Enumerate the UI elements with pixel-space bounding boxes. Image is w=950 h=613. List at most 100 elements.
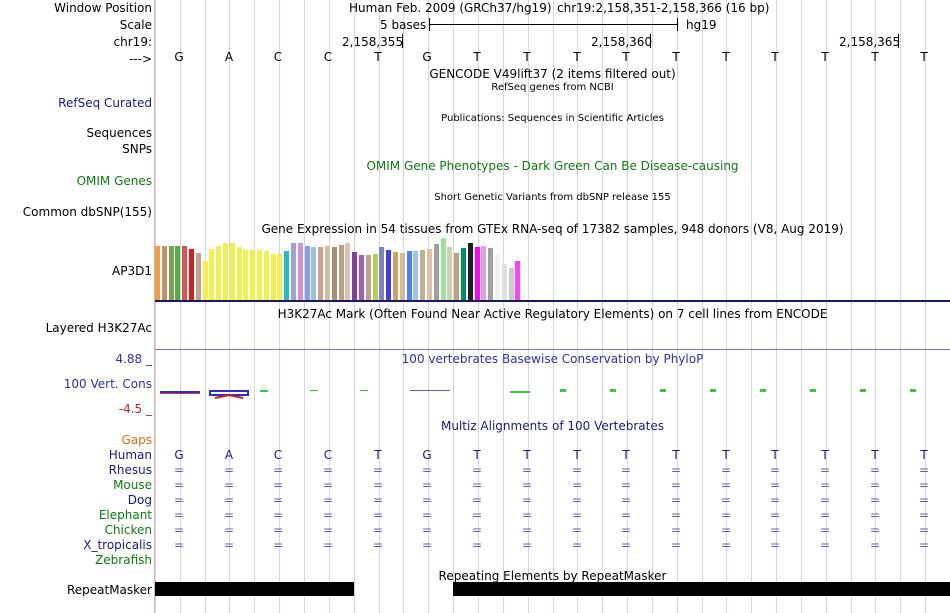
gtex-tissue-bar[interactable] (338, 245, 344, 300)
strand-label[interactable]: ---> (128, 52, 152, 66)
repeat-block[interactable] (453, 582, 950, 596)
gencode-title[interactable]: GENCODE V49lift37 (2 items filtered out) (429, 67, 676, 81)
repeat-block[interactable] (155, 582, 354, 596)
cons-label[interactable]: 100 Vert. Cons (63, 377, 152, 391)
cons-bar-pos (360, 390, 368, 391)
gaps-label[interactable]: Gaps (121, 433, 152, 447)
gtex-tissue-bar[interactable] (495, 254, 500, 300)
gtex-tissue-bar[interactable] (277, 254, 283, 300)
grid-line (801, 0, 802, 613)
gtex-tissue-bar[interactable] (155, 246, 160, 300)
gtex-tissue-bar[interactable] (291, 243, 296, 300)
gtex-tissue-bar[interactable] (182, 246, 188, 300)
gtex-tissue-bar[interactable] (311, 247, 317, 300)
gtex-tissue-bar[interactable] (223, 243, 228, 300)
omim-title[interactable]: OMIM Gene Phenotypes - Dark Green Can Be… (366, 159, 739, 173)
gtex-tissue-bar[interactable] (257, 250, 262, 300)
gtex-tissue-bar[interactable] (189, 249, 194, 300)
gtex-tissue-bar[interactable] (365, 255, 371, 300)
gtex-tissue-bar[interactable] (263, 251, 269, 300)
gtex-tissue-bar[interactable] (413, 251, 419, 300)
gtex-tissue-bar[interactable] (243, 250, 249, 300)
gtex-tissue-bar[interactable] (515, 261, 521, 300)
gtex-tissue-bar[interactable] (440, 238, 446, 300)
species-label[interactable]: X_tropicalis (83, 538, 152, 552)
cons-plot[interactable] (155, 384, 950, 404)
species-label[interactable]: Rhesus (108, 463, 152, 477)
repeat-label[interactable]: RepeatMasker (66, 583, 152, 597)
multiz-title[interactable]: Multiz Alignments of 100 Vertebrates (440, 419, 665, 433)
gtex-tissue-bar[interactable] (474, 247, 480, 300)
gtex-tissue-bar[interactable] (447, 247, 453, 300)
gtex-tissue-bar[interactable] (284, 251, 290, 300)
species-label[interactable]: Zebrafish (95, 553, 152, 567)
cons-bar-pos (860, 389, 866, 392)
gtex-tissue-bar[interactable] (297, 243, 303, 300)
align-match: = (819, 523, 831, 537)
gtex-tissue-bar[interactable] (488, 248, 494, 300)
gtex-tissue-bar[interactable] (229, 243, 235, 300)
refseq-label[interactable]: RefSeq Curated (58, 96, 152, 110)
base-letter: T (871, 50, 879, 64)
gtex-tissue-bar[interactable] (399, 253, 405, 300)
refseq-title[interactable]: RefSeq genes from NCBI (491, 82, 614, 93)
snps-label[interactable]: SNPs (122, 142, 152, 156)
cons-title[interactable]: 100 vertebrates Basewise Conservation by… (401, 352, 704, 366)
dbsnp-title[interactable]: Short Genetic Variants from dbSNP releas… (434, 192, 671, 203)
gtex-bar-chart[interactable] (155, 236, 555, 300)
gtex-tissue-bar[interactable] (454, 253, 460, 300)
pubs-title[interactable]: Publications: Sequences in Scientific Ar… (441, 113, 664, 124)
coord-1: 2,158,355 (342, 35, 404, 49)
gtex-tissue-bar[interactable] (345, 243, 351, 300)
gtex-tissue-bar[interactable] (250, 250, 256, 300)
position-text: chr19:2,158,351-2,158,366 (16 bp) (557, 1, 770, 15)
gtex-title[interactable]: Gene Expression in 54 tissues from GTEx … (261, 222, 844, 236)
gtex-tissue-bar[interactable] (393, 252, 398, 300)
gtex-tissue-bar[interactable] (325, 246, 330, 300)
gtex-tissue-bar[interactable] (352, 252, 358, 300)
gtex-tissue-bar[interactable] (508, 268, 514, 300)
omim-label[interactable]: OMIM Genes (76, 174, 152, 188)
h3k27ac-title[interactable]: H3K27Ac Mark (Often Found Near Active Re… (277, 307, 828, 321)
species-label[interactable]: Mouse (113, 478, 152, 492)
gtex-tissue-bar[interactable] (209, 249, 215, 300)
gtex-tissue-bar[interactable] (427, 249, 432, 300)
gtex-tissue-bar[interactable] (168, 246, 174, 300)
gtex-tissue-bar[interactable] (379, 247, 385, 300)
gtex-gene-label[interactable]: AP3D1 (112, 264, 152, 278)
gtex-tissue-bar[interactable] (406, 251, 412, 300)
grid-line (379, 0, 380, 613)
species-label[interactable]: Chicken (104, 523, 152, 537)
gtex-tissue-bar[interactable] (467, 243, 473, 300)
gtex-tissue-bar[interactable] (202, 261, 208, 300)
gtex-tissue-bar[interactable] (318, 247, 324, 300)
gtex-tissue-bar[interactable] (175, 246, 181, 300)
gtex-tissue-bar[interactable] (501, 264, 507, 300)
species-label[interactable]: Human (108, 448, 152, 462)
sequences-label[interactable]: Sequences (86, 126, 152, 140)
species-label[interactable]: Dog (127, 493, 152, 507)
assembly-title[interactable]: Human Feb. 2009 (GRCh37/hg19) (349, 1, 552, 15)
gtex-tissue-bar[interactable] (216, 246, 222, 300)
gtex-tissue-bar[interactable] (236, 247, 242, 300)
gtex-tissue-bar[interactable] (461, 248, 466, 300)
gtex-tissue-bar[interactable] (331, 247, 337, 300)
gtex-tissue-bar[interactable] (359, 255, 364, 300)
cons-bar-pos (260, 390, 268, 392)
h3k27ac-label[interactable]: Layered H3K27Ac (45, 321, 152, 335)
gtex-tissue-bar[interactable] (420, 250, 426, 300)
base-letter: C (273, 50, 283, 64)
gtex-tissue-bar[interactable] (372, 254, 378, 300)
gtex-tissue-bar[interactable] (304, 246, 310, 300)
align-match: = (720, 523, 732, 537)
species-label[interactable]: Elephant (98, 508, 152, 522)
gtex-tissue-bar[interactable] (433, 244, 439, 300)
gtex-tissue-bar[interactable] (481, 246, 487, 300)
repeat-title[interactable]: Repeating Elements by RepeatMasker (438, 569, 667, 583)
gtex-tissue-bar[interactable] (161, 246, 167, 300)
gtex-tissue-bar[interactable] (195, 253, 201, 300)
gtex-tissue-bar[interactable] (270, 254, 276, 300)
gtex-tissue-bar[interactable] (386, 250, 392, 300)
grid-line (205, 0, 206, 613)
dbsnp-label[interactable]: Common dbSNP(155) (22, 205, 152, 219)
